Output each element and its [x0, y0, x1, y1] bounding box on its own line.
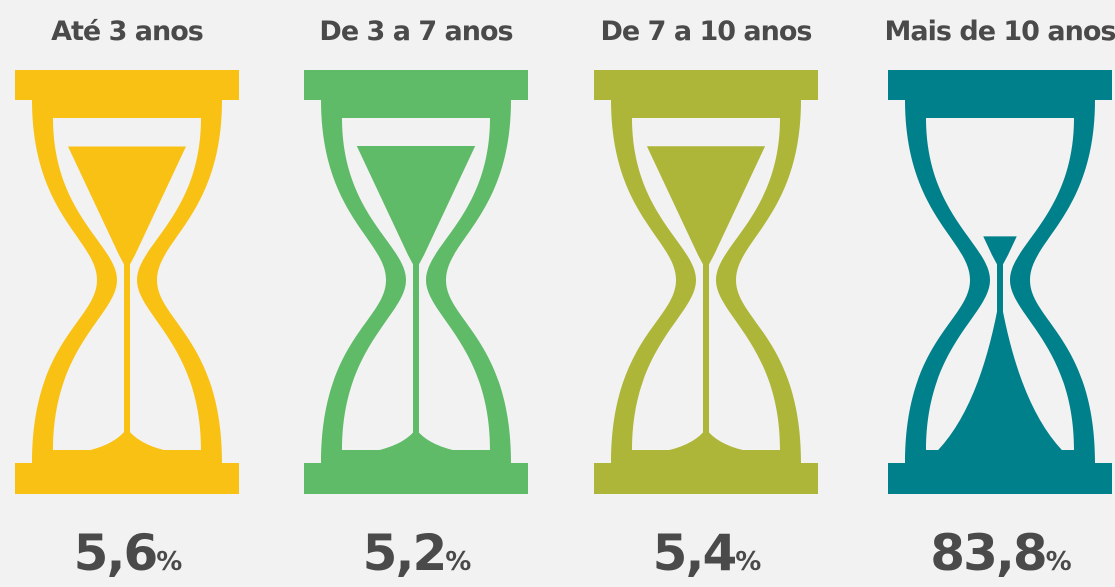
unit: %: [735, 547, 761, 577]
category-label: De 7 a 10 anos: [601, 16, 812, 47]
bottom-plate: [888, 463, 1112, 494]
unit: %: [445, 547, 471, 577]
category-label: Mais de 10 anos: [885, 16, 1115, 47]
top-plate: [304, 70, 528, 100]
value-label: 5,4%: [653, 524, 762, 582]
sand-stream: [413, 262, 419, 442]
value-label: 5,6%: [74, 524, 183, 582]
bottom-sand: [938, 295, 1062, 450]
value-label: 5,2%: [363, 524, 472, 582]
top-sand: [646, 146, 766, 270]
top-plate: [594, 70, 818, 100]
bottom-plate: [15, 463, 239, 494]
value-label: 83,8%: [930, 524, 1071, 582]
category-label: Até 3 anos: [51, 16, 203, 47]
top-plate: [15, 70, 239, 100]
bottom-sand: [669, 428, 743, 450]
sand-stream: [124, 262, 130, 442]
category-label: De 3 a 7 anos: [319, 16, 512, 47]
bottom-sand: [379, 429, 453, 450]
unit: %: [156, 547, 182, 577]
bottom-plate: [304, 463, 528, 494]
bottom-sand: [90, 428, 164, 450]
top-sand: [68, 146, 186, 270]
sand-stream: [703, 262, 709, 442]
top-sand: [356, 145, 476, 270]
unit: %: [1046, 547, 1072, 577]
top-sand: [983, 236, 1017, 270]
bottom-plate: [594, 463, 818, 494]
top-plate: [888, 70, 1112, 100]
